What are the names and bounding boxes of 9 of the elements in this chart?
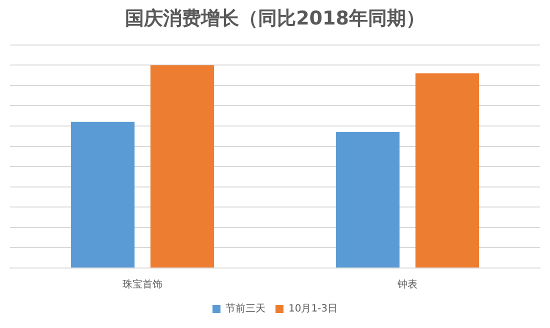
x-tick-label: 珠宝首饰	[122, 278, 162, 291]
legend-label: 10月1-3日	[288, 304, 338, 315]
chart-title: 国庆消费增长（同比2018年同期）	[125, 7, 425, 30]
x-tick-label: 钟表	[396, 278, 418, 291]
bar	[336, 132, 400, 268]
bar	[70, 122, 135, 268]
legend-label: 节前三天	[225, 302, 266, 315]
bar	[150, 65, 214, 268]
bar	[415, 73, 480, 268]
